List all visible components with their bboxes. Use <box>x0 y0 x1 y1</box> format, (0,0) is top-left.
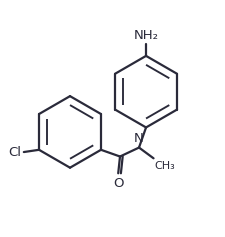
Text: N: N <box>134 132 144 145</box>
Text: NH₂: NH₂ <box>134 29 159 42</box>
Text: O: O <box>113 177 124 190</box>
Text: Cl: Cl <box>9 146 22 159</box>
Text: CH₃: CH₃ <box>155 161 176 171</box>
